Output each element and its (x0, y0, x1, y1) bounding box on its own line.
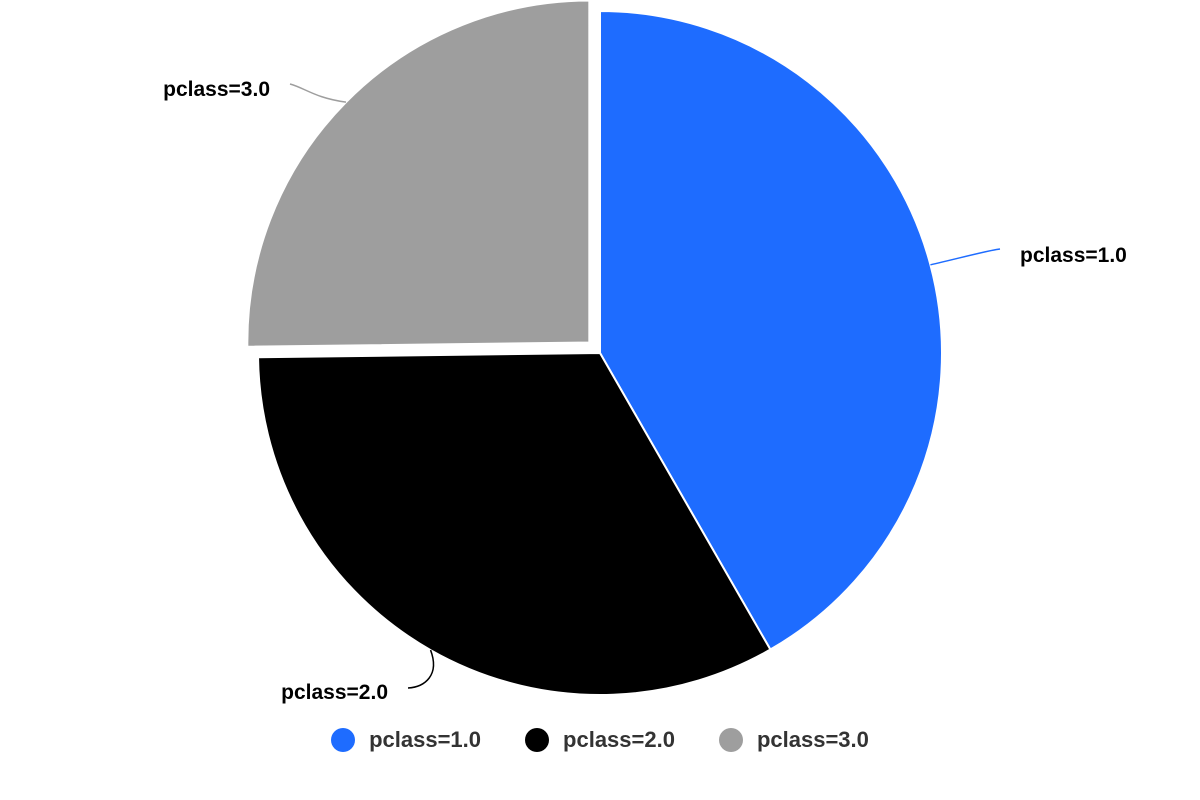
label-connector-1 (930, 248, 1001, 266)
pie-slice-pclass-1-0[interactable] (599, 10, 943, 651)
legend-swatch-pclass-3 (718, 728, 743, 752)
legend-swatch-pclass-2 (525, 728, 550, 752)
legend: pclass=1.0 pclass=2.0 pclass=3.0 (0, 720, 1200, 760)
data-label-1: pclass=1.0 (1020, 244, 1127, 267)
legend-label-pclass-1: pclass=1.0 (369, 727, 482, 752)
legend-item-pclass-3[interactable]: pclass=3.0 (718, 727, 869, 753)
slices-group (246, 0, 943, 696)
data-label-3: pclass=3.0 (163, 78, 270, 101)
label-connector-3 (289, 83, 347, 103)
legend-item-pclass-1[interactable]: pclass=1.0 (331, 727, 481, 753)
legend-label-pclass-2: pclass=2.0 (563, 727, 675, 752)
legend-swatch-pclass-1 (331, 728, 356, 752)
label-connector-2 (407, 649, 435, 689)
pie-slice-pclass-2-0[interactable] (257, 352, 772, 696)
legend-label-pclass-3: pclass=3.0 (756, 727, 869, 752)
pie-slice-pclass-3-0[interactable] (246, 0, 591, 348)
labels-group: pclass=1.0 pclass=2.0 pclass=3.0 (163, 78, 1127, 704)
legend-item-pclass-2[interactable]: pclass=2.0 (525, 727, 675, 753)
data-label-2: pclass=2.0 (281, 681, 388, 704)
